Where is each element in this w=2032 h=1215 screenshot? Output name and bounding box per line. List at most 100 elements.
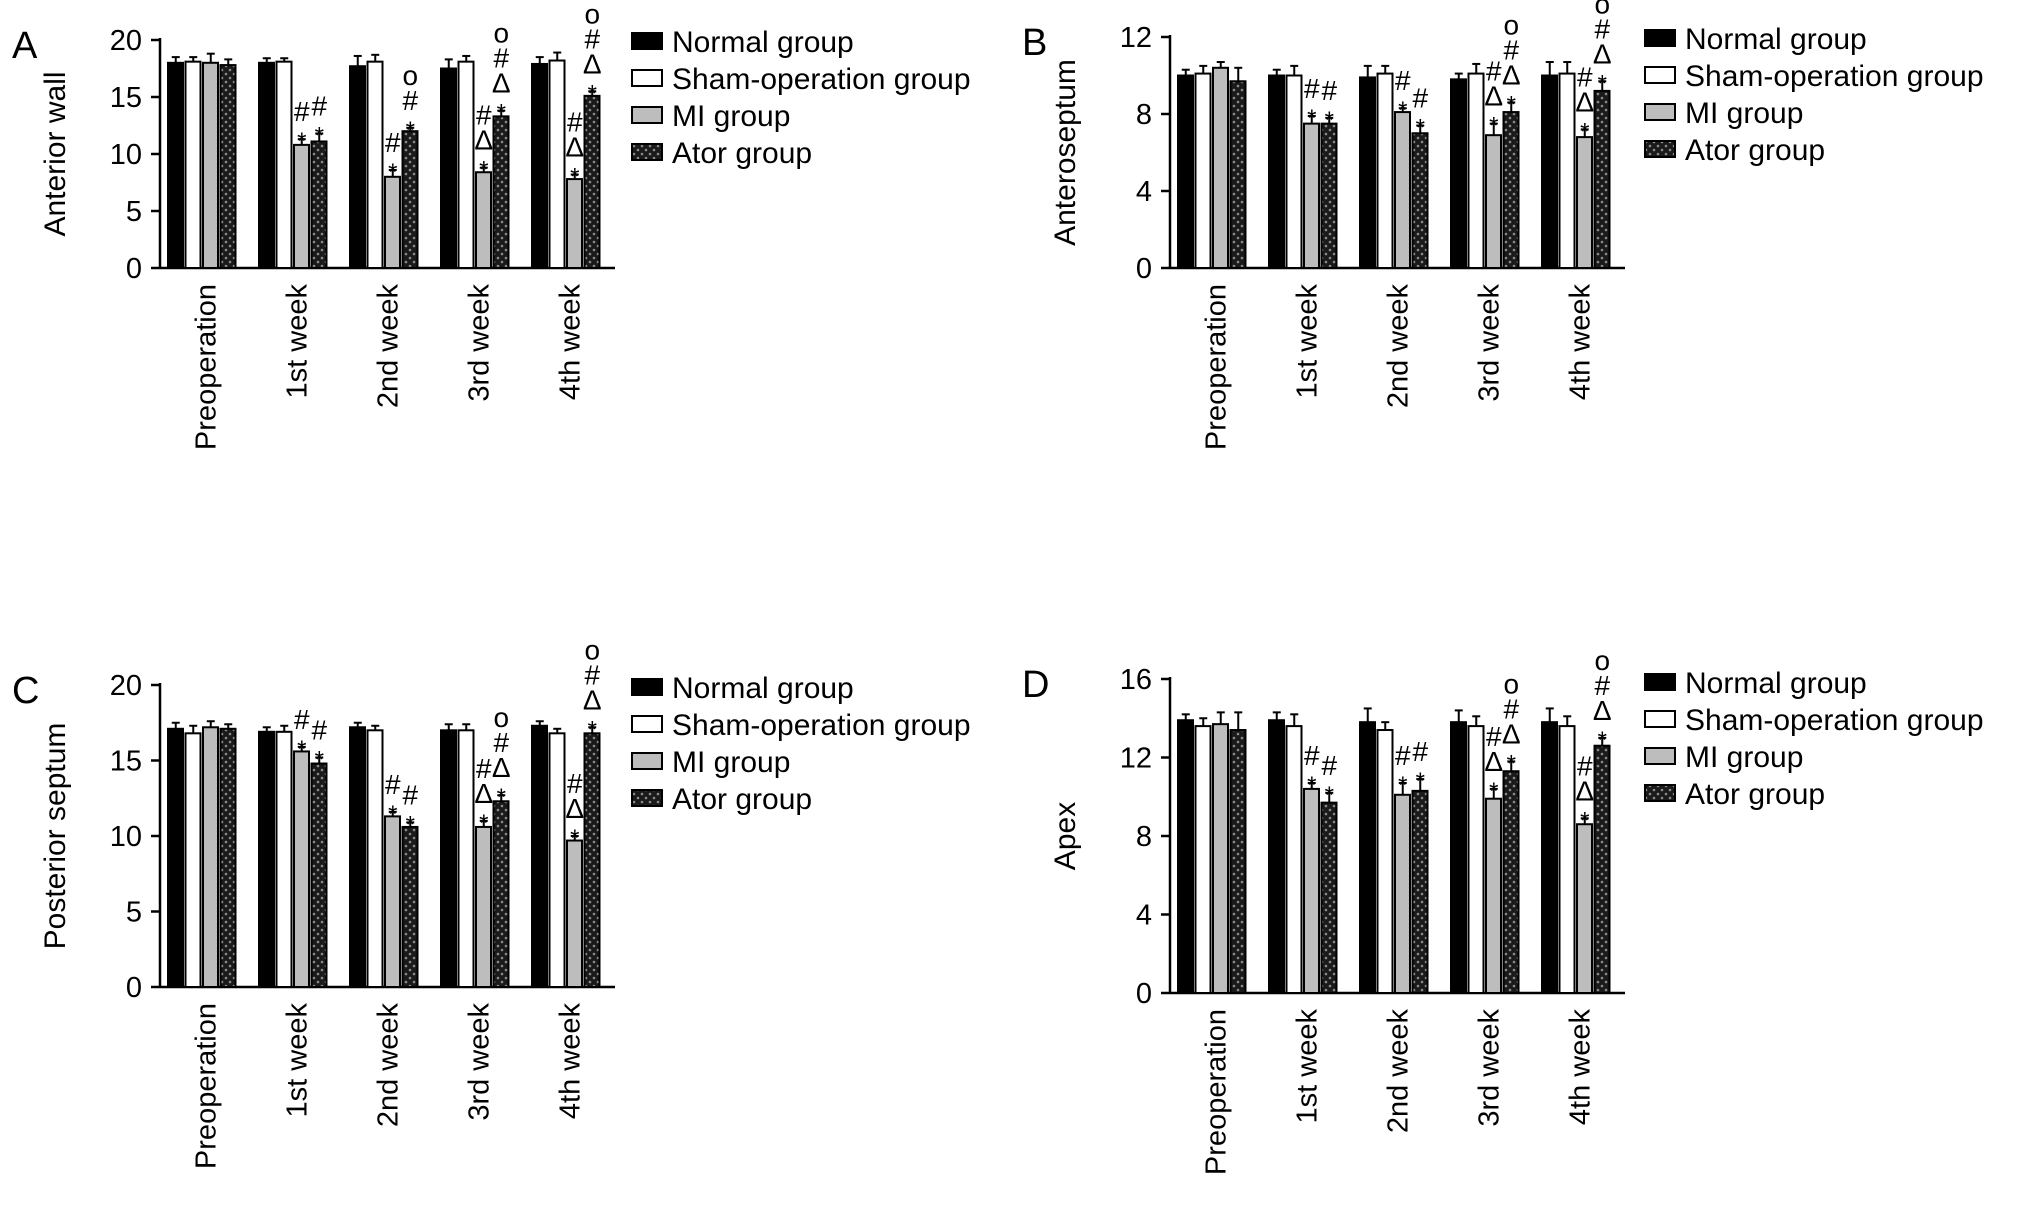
significance-mark: #	[1486, 56, 1502, 87]
x-tick-label: 4th week	[1565, 1009, 1597, 1126]
legend-label: MI group	[672, 100, 790, 133]
legend-swatch	[1644, 103, 1676, 121]
significance-mark: *	[1598, 70, 1607, 97]
bar	[349, 65, 366, 269]
legend-label: Normal group	[1685, 667, 1867, 700]
bar	[1394, 793, 1411, 994]
bar	[1229, 80, 1247, 270]
bar	[1359, 721, 1376, 994]
bar	[1359, 76, 1376, 269]
panel-A: A 0 5 10 15 20 Anterior wall Preoperation 1st we…	[12, 0, 971, 450]
bar	[184, 60, 202, 269]
bar	[366, 60, 384, 269]
legend-swatch	[631, 715, 663, 733]
bar	[310, 140, 328, 270]
significance-mark: *	[1489, 113, 1498, 140]
legend-label: Normal group	[672, 672, 854, 705]
bar	[384, 175, 401, 269]
x-tick-label: 2nd week	[1383, 1009, 1415, 1134]
bar	[1320, 801, 1338, 995]
y-tick-label: 4	[1136, 900, 1152, 932]
x-tick-label: Preoperation	[1201, 1009, 1233, 1175]
legend-label: Sham-operation group	[1685, 704, 1984, 737]
bar	[440, 729, 457, 988]
legend-swatch	[1644, 29, 1676, 47]
bar	[1376, 72, 1394, 269]
bar	[202, 726, 219, 989]
bar	[1593, 89, 1611, 270]
x-tick-label: 2nd week	[1383, 284, 1415, 409]
bar	[548, 732, 566, 988]
bar	[1502, 770, 1520, 994]
x-tick-label: 2nd week	[373, 284, 405, 409]
significance-mark: #	[567, 107, 583, 138]
y-axis-label: Posterior septum	[39, 723, 72, 950]
significance-mark: *	[1398, 97, 1407, 124]
bar	[1502, 111, 1520, 269]
significance-mark: #	[311, 714, 327, 745]
bar	[1177, 719, 1194, 995]
significance-mark: *	[570, 825, 579, 852]
significance-mark: Δ	[1502, 718, 1521, 749]
legend-swatch	[1644, 710, 1676, 728]
bar	[1541, 721, 1558, 994]
bar	[167, 61, 184, 269]
bar	[1450, 78, 1467, 269]
bar	[457, 60, 475, 269]
significance-mark: *	[297, 128, 306, 155]
y-tick-label: 16	[1120, 664, 1152, 696]
significance-mark: o	[402, 60, 418, 91]
y-tick-label: 0	[1136, 978, 1152, 1010]
significance-mark: o	[493, 18, 509, 49]
significance-mark: #	[1395, 740, 1411, 771]
significance-mark: *	[1507, 750, 1516, 777]
x-tick-label: Preoperation	[191, 284, 223, 450]
significance-mark: #	[294, 96, 310, 127]
bar	[583, 732, 601, 988]
bar	[1268, 74, 1285, 269]
bar	[258, 730, 275, 988]
bar	[275, 730, 293, 988]
panels: A 0 5 10 15 20 Anterior wall Preoperation 1st we…	[12, 0, 1984, 1175]
significance-mark: #	[1503, 34, 1519, 65]
significance-mark: *	[406, 117, 415, 144]
significance-mark: o	[1503, 9, 1519, 40]
bar	[349, 726, 366, 989]
x-tick-label: 3rd week	[1474, 284, 1506, 402]
x-tick-label: 1st week	[282, 1003, 314, 1118]
bar	[275, 60, 293, 269]
significance-mark: #	[402, 779, 418, 810]
significance-mark: Δ	[1575, 86, 1594, 117]
significance-mark: #	[493, 727, 509, 758]
significance-mark: #	[1594, 670, 1610, 701]
x-tick-label: Preoperation	[1201, 284, 1233, 450]
bar	[202, 61, 219, 269]
significance-mark: *	[1307, 772, 1316, 799]
bar	[1558, 725, 1576, 994]
bar	[548, 59, 566, 269]
significance-mark: *	[388, 801, 397, 828]
legend-swatch	[631, 678, 663, 696]
bar	[1576, 823, 1593, 994]
bar	[531, 724, 548, 989]
bar	[457, 729, 475, 988]
x-tick-label: 1st week	[282, 284, 314, 399]
y-tick-label: 12	[1120, 22, 1152, 54]
bar	[167, 727, 184, 988]
significance-mark: *	[315, 122, 324, 149]
y-tick-label: 20	[110, 670, 142, 702]
bar	[401, 825, 419, 988]
significance-mark: #	[584, 23, 600, 54]
significance-mark: #	[1486, 721, 1502, 752]
legend-label: Sham-operation group	[1685, 60, 1984, 93]
significance-mark: o	[584, 0, 600, 29]
legend-swatch	[631, 143, 663, 161]
x-tick-label: 1st week	[1292, 284, 1324, 399]
x-tick-label: Preoperation	[191, 1003, 223, 1169]
legend-label: Ator group	[672, 783, 812, 816]
significance-mark: Δ	[1484, 746, 1503, 777]
legend-label: Sham-operation group	[672, 709, 971, 742]
significance-mark: #	[476, 100, 492, 131]
panel-letter: A	[12, 25, 38, 67]
panel-C: C 0 5 10 15 20 Posterior septum Preoperation 1st…	[12, 634, 971, 1169]
